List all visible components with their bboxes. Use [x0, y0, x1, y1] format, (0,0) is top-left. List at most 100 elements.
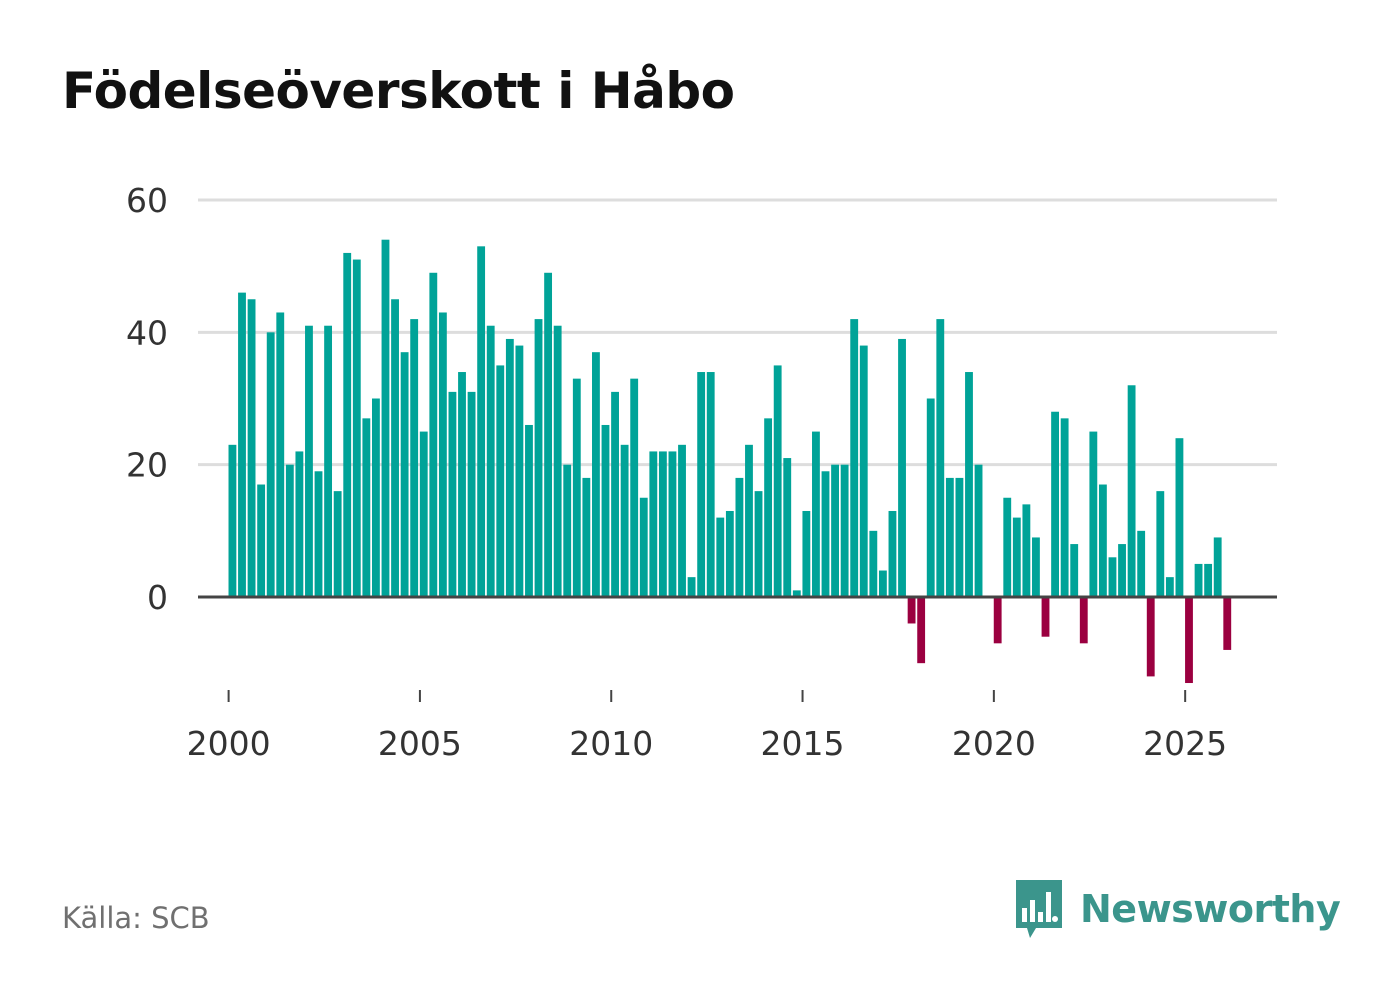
bar — [898, 338, 906, 597]
bar — [515, 345, 524, 597]
bar — [1070, 544, 1079, 597]
bar — [917, 597, 926, 664]
bar — [276, 312, 285, 597]
bar — [352, 259, 361, 597]
bar — [802, 510, 811, 597]
bar — [238, 292, 246, 597]
bar — [295, 451, 304, 597]
bar — [735, 477, 744, 597]
bar — [1156, 491, 1165, 597]
bar — [228, 444, 237, 597]
bar — [314, 471, 323, 597]
bar — [658, 451, 667, 597]
bar — [1060, 418, 1069, 597]
bar — [812, 431, 820, 597]
bar — [419, 431, 428, 597]
bar — [505, 338, 514, 597]
bar — [840, 464, 849, 597]
bar — [525, 424, 533, 597]
bar — [611, 391, 619, 597]
bar — [1213, 537, 1222, 597]
bar — [945, 477, 954, 597]
y-tick-label: 40 — [126, 313, 168, 352]
bar — [333, 491, 342, 597]
brand-logo[interactable]: Newsworthy — [1012, 878, 1341, 940]
bar — [1165, 577, 1174, 597]
bar — [448, 391, 457, 597]
bar — [792, 590, 801, 597]
bar — [381, 239, 390, 597]
bar — [572, 378, 581, 597]
bar — [725, 510, 734, 597]
bar — [324, 325, 333, 597]
x-tick-label: 2010 — [569, 724, 653, 763]
bar — [410, 319, 419, 597]
bar — [563, 464, 572, 597]
bar — [630, 378, 639, 597]
bar — [926, 398, 935, 597]
bar — [257, 484, 266, 597]
bar — [1022, 504, 1031, 597]
bar — [850, 319, 859, 597]
bar — [544, 272, 553, 597]
brand-name: Newsworthy — [1080, 887, 1341, 931]
bar — [1175, 438, 1184, 597]
source-note: Källa: SCB — [62, 901, 210, 935]
axes: 0 20 40 60 2000 2005 2010 2015 2020 2025 — [126, 181, 1277, 763]
x-tick-label: 2005 — [378, 724, 462, 763]
bar — [553, 325, 562, 597]
bar — [582, 477, 591, 597]
bar — [496, 365, 505, 597]
x-tick-label: 2015 — [761, 724, 845, 763]
bar — [668, 451, 677, 597]
bar — [429, 272, 438, 597]
bar — [697, 372, 706, 597]
bar — [821, 471, 830, 597]
y-tick-label: 60 — [126, 181, 168, 220]
bar — [438, 312, 447, 597]
bar — [649, 451, 658, 597]
bar — [400, 352, 409, 597]
y-tick-label: 20 — [126, 446, 168, 485]
bar — [639, 497, 648, 597]
bar — [1012, 517, 1021, 597]
bar — [1089, 431, 1098, 597]
bar — [1194, 563, 1203, 597]
chart-title: Födelseöverskott i Håbo — [62, 62, 735, 120]
bar — [1185, 597, 1193, 684]
bar — [974, 464, 983, 597]
bar — [687, 577, 696, 597]
bar — [1098, 484, 1107, 597]
bar — [372, 398, 380, 597]
y-tick-label: 0 — [147, 578, 168, 617]
bar — [266, 332, 275, 597]
bar — [1051, 411, 1059, 597]
bar — [1003, 497, 1012, 597]
bar — [1146, 597, 1155, 677]
bar — [1118, 544, 1126, 597]
bar — [936, 319, 945, 597]
bar — [458, 372, 466, 597]
bar — [706, 372, 715, 597]
bar — [754, 491, 763, 597]
bar — [907, 597, 916, 624]
bar — [783, 458, 792, 597]
bar — [534, 319, 543, 597]
bar — [620, 444, 629, 597]
bar — [1041, 597, 1050, 637]
x-tick-label: 2000 — [187, 724, 271, 763]
bar — [1032, 537, 1040, 597]
bar — [305, 325, 313, 597]
bar — [993, 597, 1002, 644]
bar — [486, 325, 495, 597]
bar — [1108, 557, 1117, 597]
bar — [1137, 530, 1146, 597]
newsworthy-logo-icon — [1016, 880, 1062, 938]
bar — [773, 365, 782, 597]
bar — [745, 444, 753, 597]
bar — [391, 299, 399, 597]
bar — [859, 345, 868, 597]
bar — [467, 391, 476, 597]
bar — [764, 418, 773, 597]
x-tick-label: 2020 — [952, 724, 1036, 763]
